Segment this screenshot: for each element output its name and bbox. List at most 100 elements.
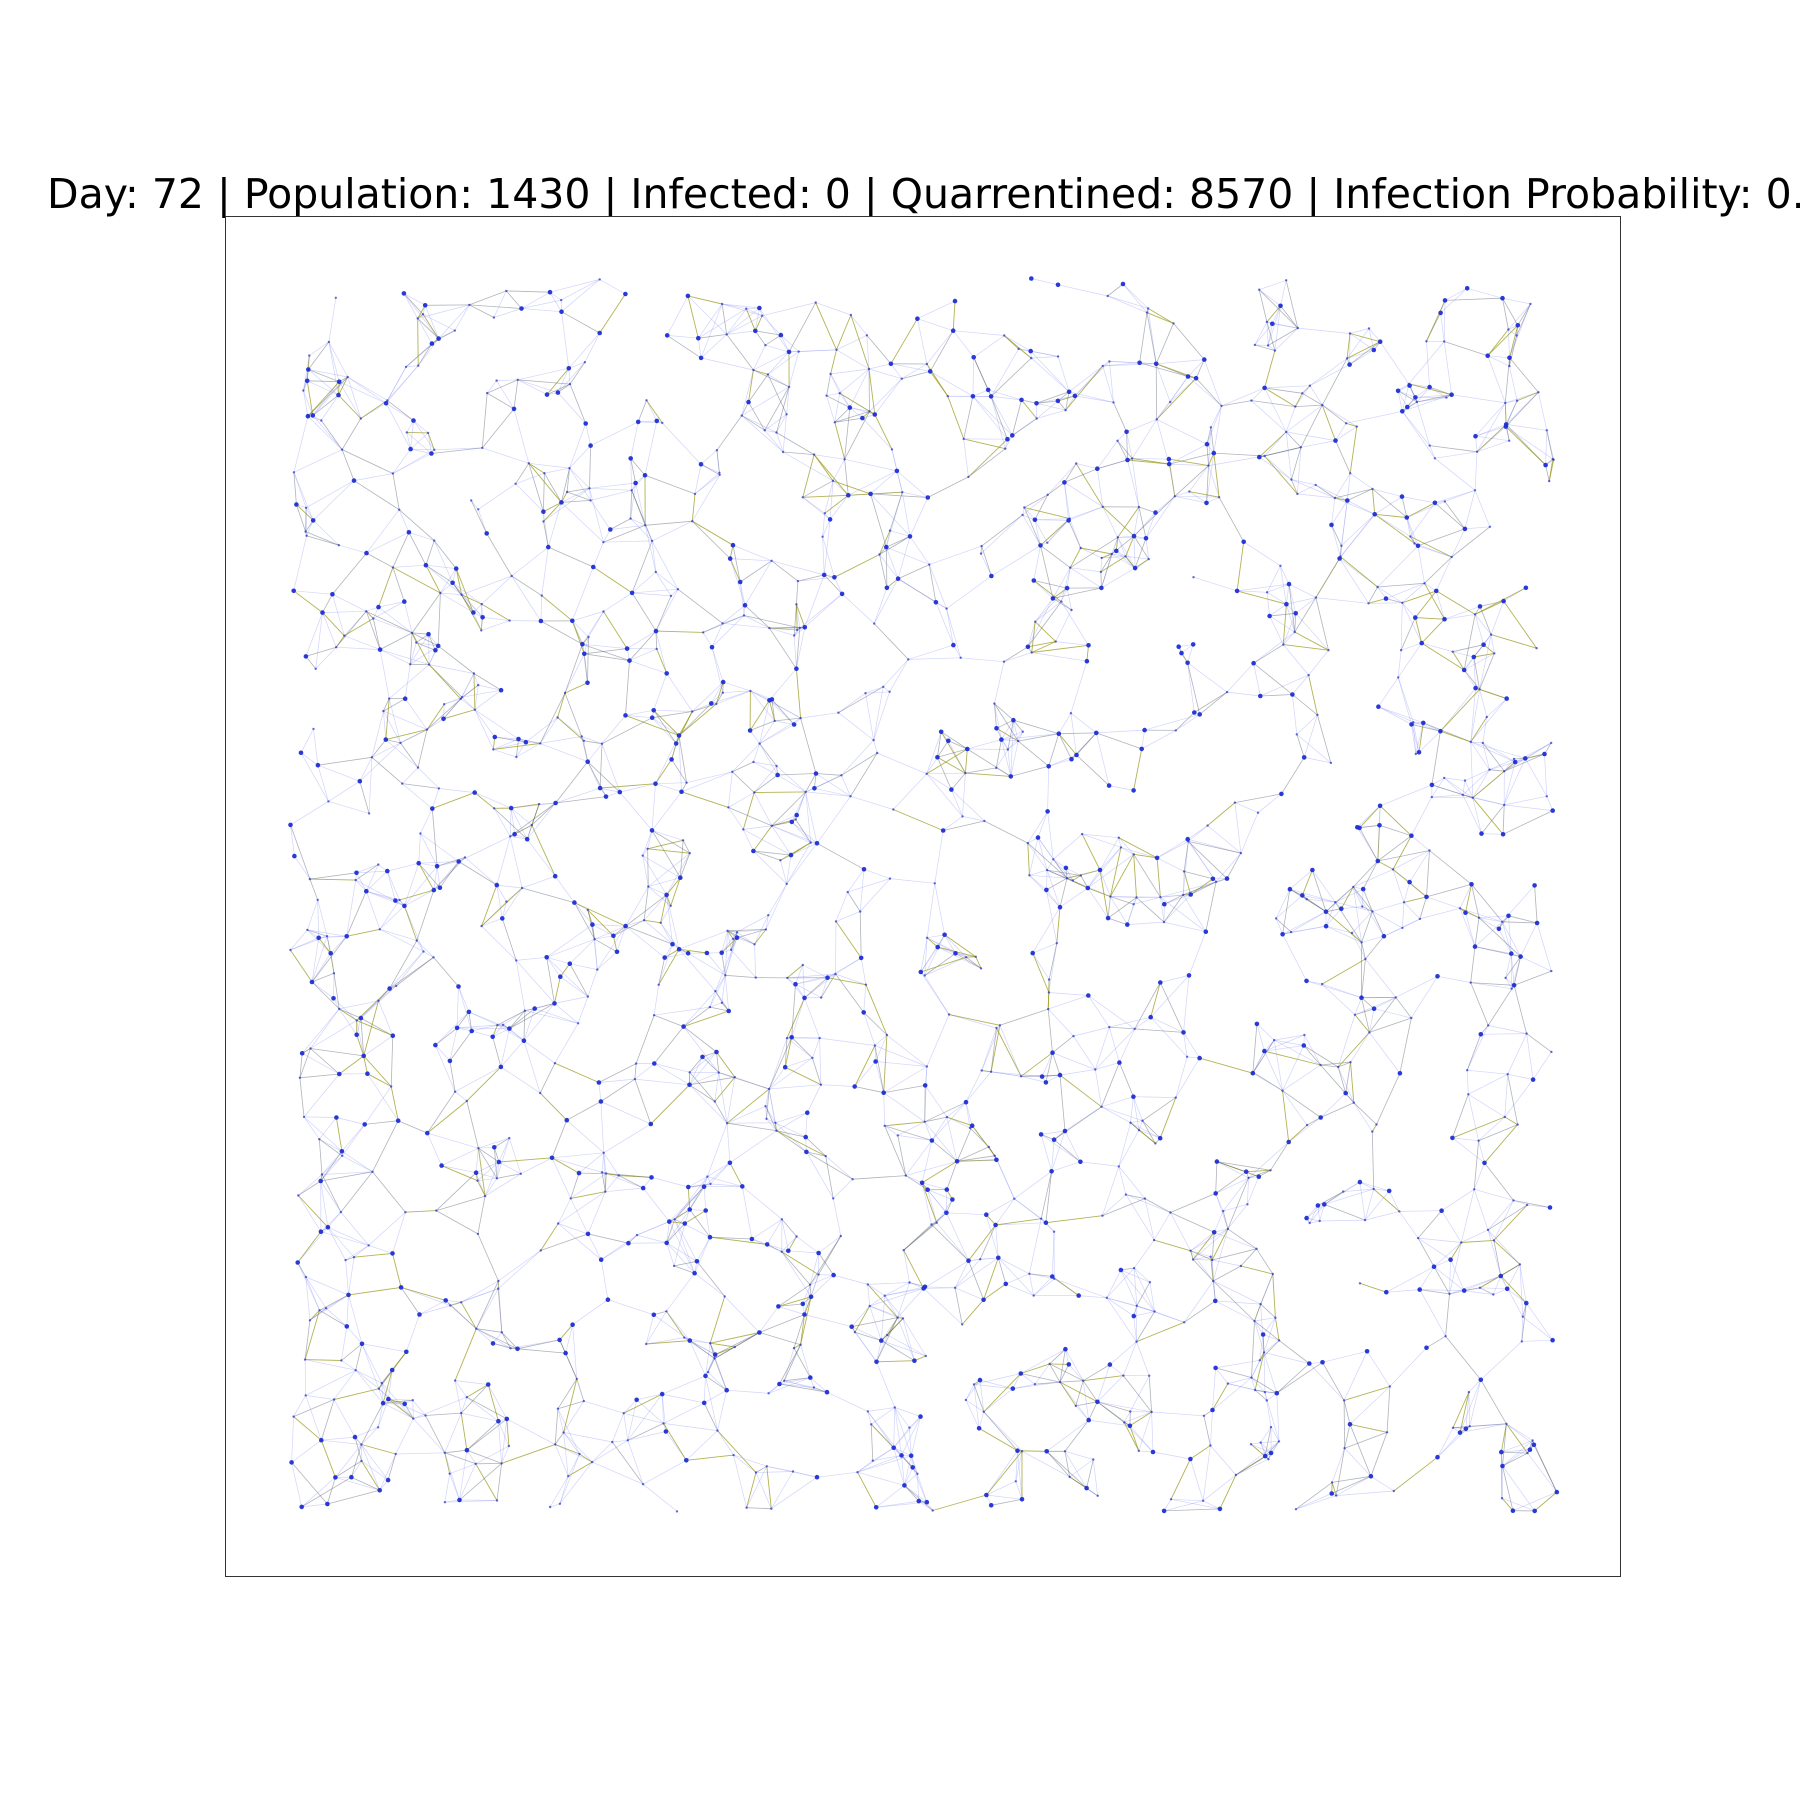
network-node [918, 1414, 923, 1419]
network-edge [766, 1088, 770, 1119]
network-edge [307, 380, 340, 383]
network-edge [1047, 520, 1069, 543]
network-edge [1107, 283, 1124, 297]
network-edge [1120, 1269, 1138, 1306]
network-edge [318, 935, 347, 939]
network-edge [722, 303, 747, 310]
network-node [876, 751, 879, 755]
network-edge [1183, 975, 1190, 1033]
network-edge [319, 1309, 348, 1327]
network-node [1414, 752, 1418, 756]
network-node [585, 1231, 591, 1237]
network-edge [788, 302, 817, 353]
network-edge [629, 660, 667, 674]
network-edge [1487, 1229, 1502, 1277]
network-node [685, 951, 691, 956]
network-edge [798, 349, 837, 352]
network-edge [883, 1092, 925, 1123]
network-edge [379, 899, 400, 930]
network-edge [1021, 399, 1037, 404]
network-edge [506, 1418, 510, 1447]
network-edge [642, 1459, 687, 1485]
network-node [320, 1173, 324, 1176]
network-edge [1254, 323, 1273, 346]
network-node [437, 885, 443, 890]
network-edge [656, 648, 668, 674]
network-edge [689, 1072, 716, 1102]
network-edge [1133, 1311, 1155, 1317]
network-edge [689, 1072, 719, 1086]
network-edge [694, 472, 720, 495]
network-edge [1309, 1205, 1319, 1224]
network-edge [1029, 1218, 1042, 1274]
network-edge [439, 861, 460, 888]
network-edge [1064, 1451, 1071, 1477]
network-edge [1343, 1351, 1368, 1401]
network-edge [1206, 427, 1212, 445]
network-edge [682, 840, 691, 854]
network-edge [783, 1344, 801, 1381]
network-edge [709, 1296, 726, 1344]
network-edge [836, 314, 852, 350]
network-edge [753, 850, 787, 885]
network-edge [344, 618, 374, 637]
network-edge [1392, 869, 1405, 903]
network-edge [460, 1413, 468, 1451]
network-edge [587, 1233, 629, 1244]
network-edge [600, 783, 656, 789]
network-edge [360, 1000, 379, 1019]
network-edge [663, 1402, 705, 1424]
network-edge [576, 1378, 585, 1402]
network-node [933, 600, 939, 605]
network-edge [849, 407, 870, 412]
network-edge [684, 1209, 691, 1224]
network-edge [946, 575, 992, 609]
network-edge [450, 1288, 499, 1306]
network-edge [379, 928, 424, 952]
network-edge [1045, 1171, 1052, 1223]
network-edge [1504, 1116, 1518, 1125]
network-node [767, 698, 772, 703]
network-node [402, 1401, 408, 1407]
network-edge [726, 307, 760, 335]
network-edge [319, 1294, 349, 1311]
network-edge [897, 578, 937, 603]
network-edge [338, 544, 367, 554]
network-node [912, 1358, 917, 1363]
network-edge [689, 1176, 708, 1210]
network-edge [365, 611, 381, 650]
network-edge [692, 703, 712, 712]
network-edge [1052, 587, 1068, 599]
network-edge [1443, 300, 1446, 342]
network-edge [1264, 1392, 1268, 1401]
network-edge [879, 554, 888, 588]
network-edge [601, 717, 653, 745]
network-edge [360, 1017, 393, 1037]
network-edge [655, 631, 658, 649]
network-edge [1402, 583, 1425, 604]
network-edge [1465, 884, 1472, 913]
network-edge [777, 774, 806, 793]
network-edge [1526, 1302, 1553, 1341]
network-edge [563, 1432, 569, 1477]
network-node [439, 1163, 444, 1168]
network-edge [587, 909, 614, 937]
network-edge [759, 743, 777, 767]
network-edge [1276, 1363, 1310, 1394]
network-edge [985, 1214, 996, 1226]
network-edge [1109, 1016, 1151, 1028]
network-edge [405, 1314, 420, 1352]
network-edge [705, 1375, 727, 1391]
network-edge [525, 717, 558, 743]
network-node [950, 328, 956, 334]
network-edge [1322, 404, 1347, 424]
network-node [1044, 887, 1049, 893]
network-node [1333, 496, 1337, 500]
network-edge [841, 752, 878, 776]
network-edge [452, 582, 474, 613]
network-node [429, 341, 435, 346]
network-edge [1023, 507, 1041, 546]
network-node [988, 1503, 994, 1508]
network-edge [876, 1360, 915, 1363]
network-edge [1464, 653, 1495, 671]
